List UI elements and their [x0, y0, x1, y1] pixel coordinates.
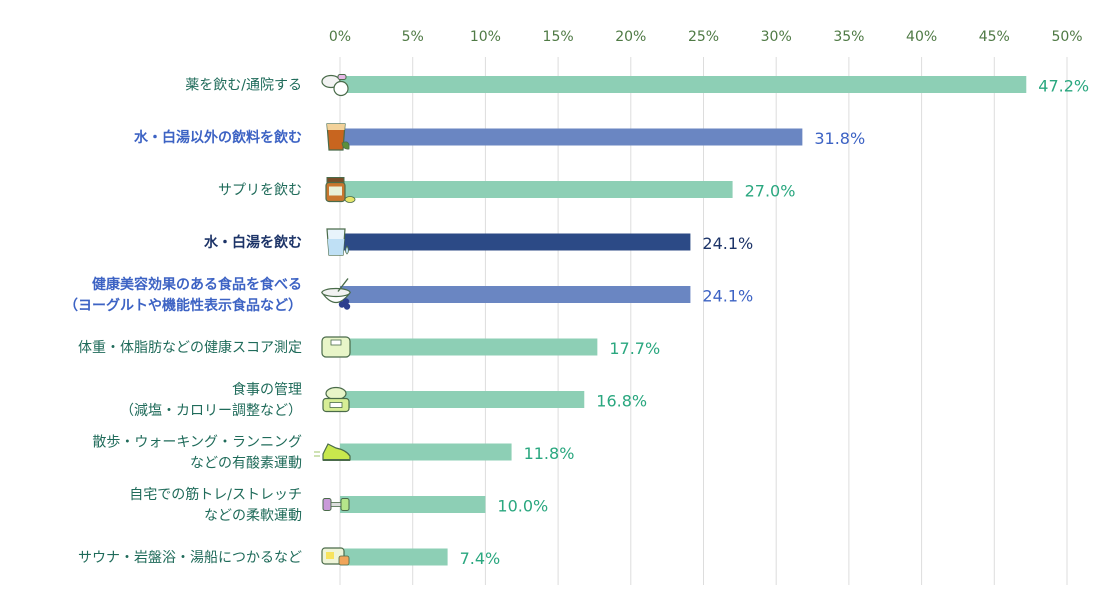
value-label: 24.1% [702, 287, 753, 306]
bar [340, 128, 803, 146]
value-label: 27.0% [745, 182, 796, 201]
value-labels: 47.2% 31.8% 27.0% 24.1% 24.1% 17.7% 16.8% 11.8%… [460, 77, 1090, 569]
category-label: 薬を飲む/通院する [185, 78, 302, 94]
bar [340, 548, 448, 566]
pills-icon [321, 74, 349, 97]
category-label: 健康美容効果のある食品を食べる [92, 276, 302, 293]
bar [340, 286, 691, 303]
category-label: 水・白湯以外の飲料を飲む [134, 129, 302, 146]
bar [340, 233, 691, 251]
bath-icon [321, 547, 350, 566]
value-label: 16.8% [596, 392, 647, 411]
x-tick-label: 5% [402, 29, 424, 45]
x-tick-label: 50% [1051, 29, 1082, 45]
bar [340, 443, 512, 461]
x-tick-label: 0% [329, 29, 351, 45]
category-label: 食事の管理 [232, 381, 302, 398]
value-label: 24.1% [702, 234, 753, 253]
value-label: 17.7% [609, 339, 660, 358]
x-tick-label: 15% [543, 29, 574, 45]
kitchen-scale-icon [322, 386, 350, 413]
category-label: （ヨーグルトや機能性表示食品など） [64, 297, 302, 314]
value-label: 7.4% [460, 549, 501, 568]
x-tick-label: 20% [615, 29, 646, 45]
value-label: 47.2% [1038, 77, 1089, 96]
bar [340, 76, 1027, 93]
bar [340, 181, 733, 198]
category-label: 自宅での筋トレ/ストレッチ [129, 486, 302, 503]
value-label: 31.8% [814, 129, 865, 148]
value-label: 11.8% [524, 444, 575, 463]
value-label: 10.0% [497, 497, 548, 516]
x-tick-label: 10% [470, 29, 501, 45]
category-label: 散歩・ウォーキング・ランニング [92, 435, 302, 451]
category-label: サプリを飲む [218, 183, 302, 199]
bar [340, 391, 585, 408]
x-tick-label: 25% [688, 29, 719, 45]
category-label: などの有酸素運動 [190, 456, 302, 472]
category-label: （減塩・カロリー調整など） [120, 402, 302, 419]
dumbbell-icon [322, 498, 350, 511]
x-tick-label: 30% [761, 29, 792, 45]
water-glass-icon [326, 228, 349, 256]
supplement-bottle-icon [325, 177, 356, 203]
drink-glass-icon [326, 123, 350, 151]
x-tick-label: 35% [833, 29, 864, 45]
category-icons [314, 74, 356, 566]
x-axis-ticks: 0% 5% 10% 15% 20% 25% 30% 35% 40% 45% 50% [329, 29, 1083, 45]
yogurt-bowl-icon [320, 278, 352, 310]
category-label: サウナ・岩盤浴・湯船につかるなど [78, 549, 302, 566]
bar [340, 338, 598, 356]
category-label: 体重・体脂肪などの健康スコア測定 [78, 339, 302, 356]
category-label: などの柔軟運動 [204, 508, 302, 524]
x-tick-label: 45% [979, 29, 1010, 45]
category-labels: 薬を飲む/通院する水・白湯以外の飲料を飲むサプリを飲む水・白湯を飲む健康美容効果… [64, 78, 302, 567]
x-tick-label: 40% [906, 29, 937, 45]
scale-icon [321, 336, 351, 358]
category-label: 水・白湯を飲む [204, 234, 302, 251]
sneaker-icon [314, 443, 351, 461]
bar [340, 496, 486, 513]
bars [340, 76, 1027, 566]
